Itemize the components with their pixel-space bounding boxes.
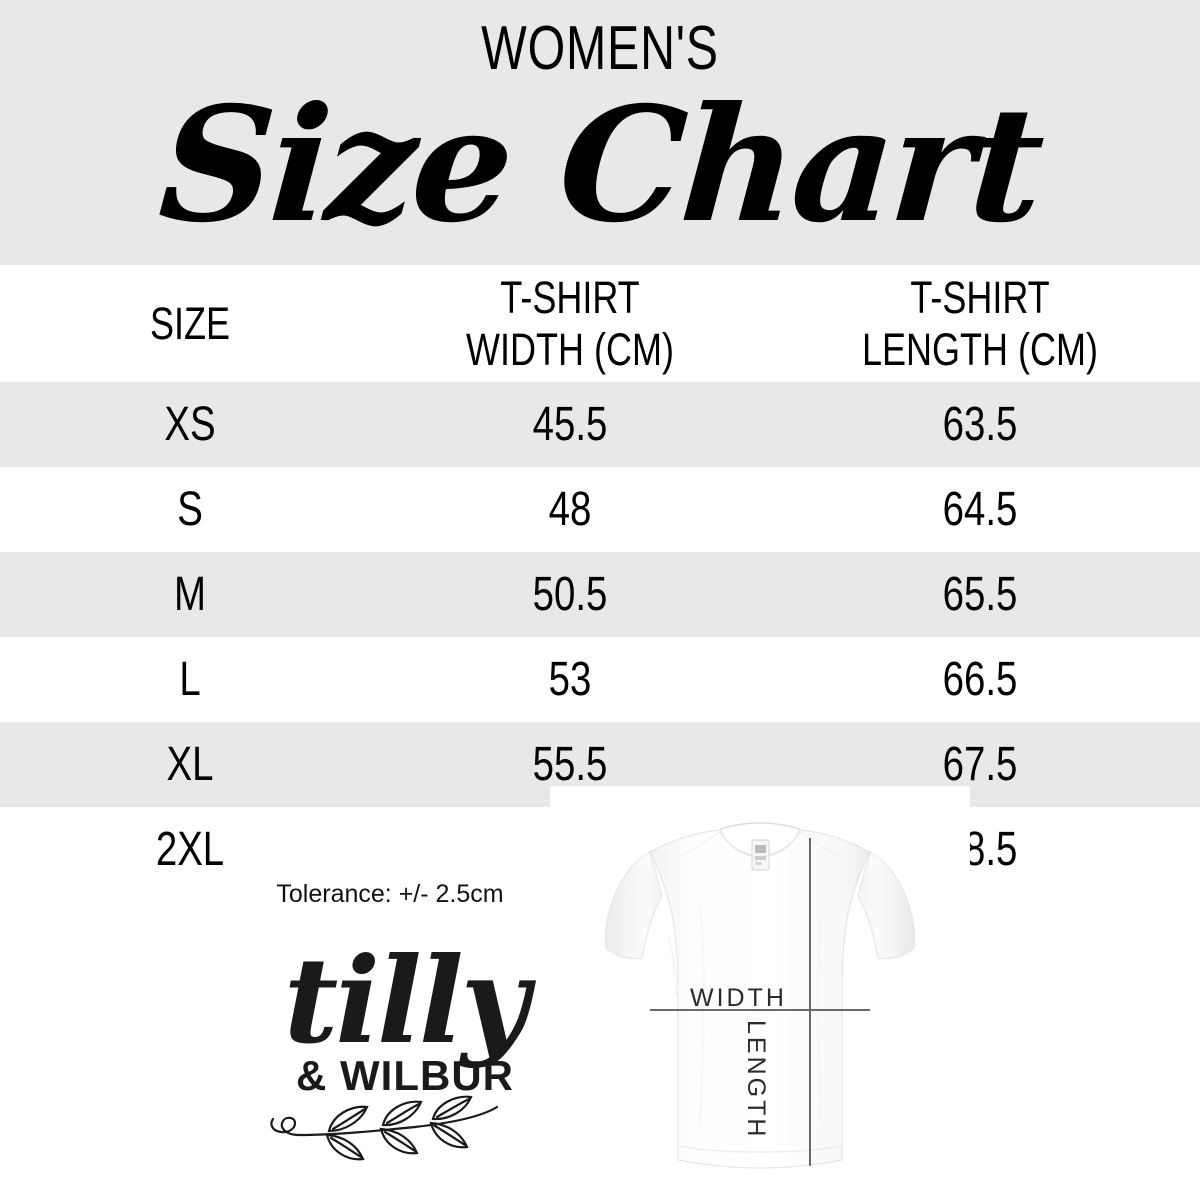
header-subtitle: WOMEN'S: [481, 14, 719, 83]
cell-size: S: [177, 482, 203, 536]
cell-length: 65.5: [942, 567, 1018, 621]
cell-size: XS: [164, 397, 216, 451]
brand-logo: tilly & WILBUR: [255, 935, 555, 1165]
cell-width: 50.5: [532, 567, 608, 621]
cell-size: M: [174, 567, 206, 621]
page-title: Size Chart: [154, 73, 1046, 258]
cell-width: 55.5: [532, 737, 608, 791]
column-header-width: T-SHIRT WIDTH (CM): [466, 271, 674, 375]
width-measure-label: WIDTH: [690, 984, 787, 1012]
table-row: S 48 64.5: [0, 467, 1200, 552]
column-header-length: T-SHIRT LENGTH (CM): [862, 271, 1098, 375]
logo-subtext: & WILBUR: [296, 1052, 514, 1099]
logo-script-text: tilly: [283, 931, 530, 1070]
column-header-size: SIZE: [149, 297, 231, 349]
header-banner: WOMEN'S Size Chart: [0, 0, 1200, 265]
cell-size: L: [179, 652, 201, 706]
tolerance-note: Tolerance: +/- 2.5cm: [276, 880, 504, 908]
leafy-branch-flourish-icon: [270, 1095, 499, 1161]
cell-length: 63.5: [942, 397, 1018, 451]
table-row: XS 45.5 63.5: [0, 382, 1200, 467]
table-header-row: SIZE T-SHIRT WIDTH (CM) T-SHIRT LENGTH (…: [0, 265, 1200, 382]
cell-length: 66.5: [942, 652, 1018, 706]
table-row: L 53 66.5: [0, 637, 1200, 722]
cell-width: 48: [548, 482, 592, 536]
cell-length: 64.5: [942, 482, 1018, 536]
cell-size: XL: [166, 737, 214, 791]
cell-width: 45.5: [532, 397, 608, 451]
tshirt-illustration-icon: [604, 822, 916, 1169]
cell-width: 53: [548, 652, 592, 706]
cell-length: 67.5: [942, 737, 1018, 791]
length-measure-label: LENGTH: [742, 1020, 770, 1140]
table-row: M 50.5 65.5: [0, 552, 1200, 637]
cell-size: 2XL: [155, 822, 225, 876]
neck-label-tag-icon: [751, 839, 770, 871]
